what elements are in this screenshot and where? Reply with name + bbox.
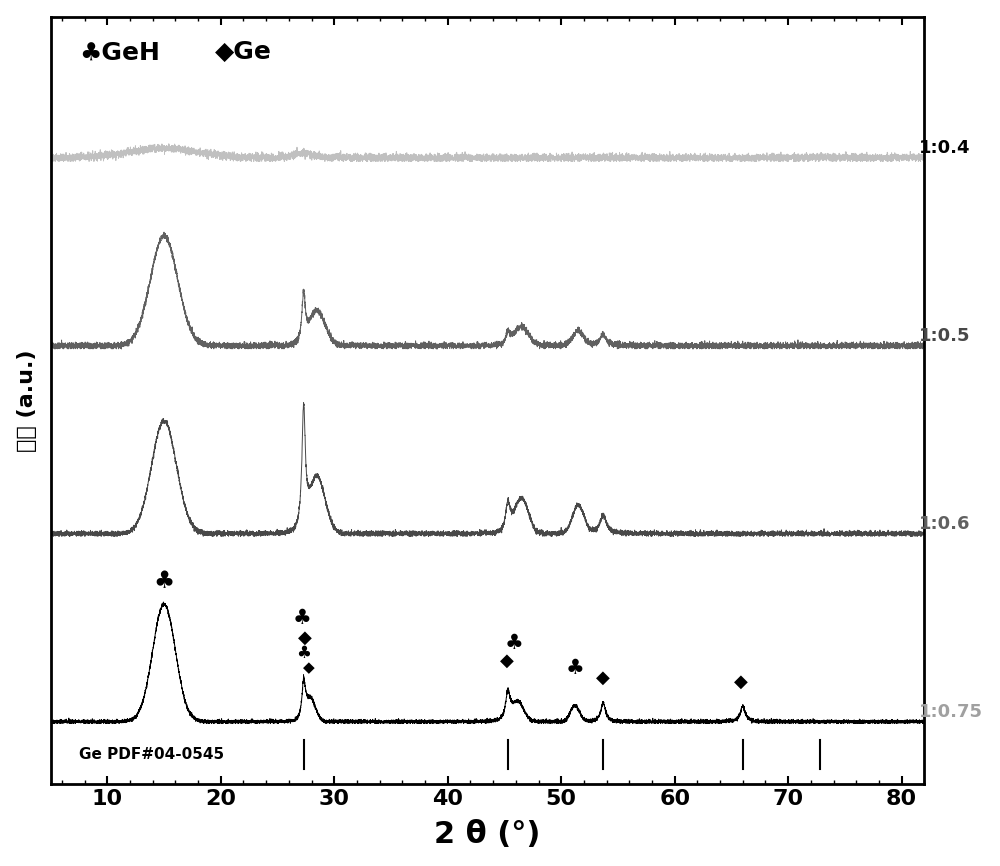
Text: ♣: ♣ xyxy=(504,633,523,653)
Text: ◆: ◆ xyxy=(734,672,747,690)
Text: ♣: ♣ xyxy=(565,658,584,678)
Text: 1:0.5: 1:0.5 xyxy=(919,327,970,346)
Text: 1:0.4: 1:0.4 xyxy=(919,139,970,158)
Text: Ge PDF#04-0545: Ge PDF#04-0545 xyxy=(79,747,224,762)
Text: 1:0.75: 1:0.75 xyxy=(919,703,983,721)
Text: ◆: ◆ xyxy=(298,629,312,647)
Y-axis label: 强度 (a.u.): 强度 (a.u.) xyxy=(17,349,37,452)
Text: ◆: ◆ xyxy=(303,660,315,675)
Text: ◆Ge: ◆Ge xyxy=(215,40,272,64)
Text: ♣: ♣ xyxy=(296,644,311,662)
Text: ◆: ◆ xyxy=(596,669,610,688)
Text: 1:0.6: 1:0.6 xyxy=(919,515,970,533)
Text: ◆: ◆ xyxy=(500,652,514,670)
X-axis label: 2 θ (°): 2 θ (°) xyxy=(434,820,541,850)
Text: ♣GeH: ♣GeH xyxy=(79,40,160,64)
Text: ♣: ♣ xyxy=(153,569,175,593)
Text: ♣: ♣ xyxy=(293,608,312,628)
